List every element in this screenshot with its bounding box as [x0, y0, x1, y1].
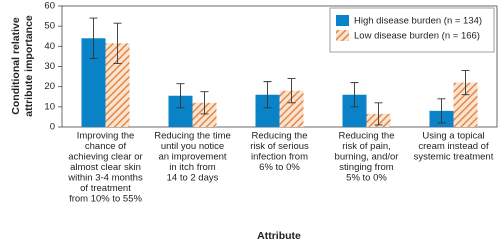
- x-tick-label: almost clear skin: [70, 162, 141, 173]
- x-tick-label: burning, and/or: [335, 152, 399, 163]
- error-bar: [287, 78, 296, 104]
- x-tick-label: of treatment: [80, 183, 131, 194]
- legend-label: Low disease burden (n = 166): [354, 31, 480, 42]
- x-tick-label: 5% to 0%: [346, 173, 387, 184]
- y-tick-label: 50: [44, 21, 55, 32]
- error-bar: [461, 70, 470, 96]
- legend-label: High disease burden (n = 134): [354, 16, 482, 27]
- y-tick-label: 40: [44, 41, 55, 52]
- x-tick-label: risk of serious: [250, 141, 309, 152]
- y-axis-title: Conditional relative: [10, 17, 22, 115]
- x-axis-title: Attribute: [257, 230, 301, 242]
- x-tick-label: risk of pain,: [342, 141, 391, 152]
- x-tick-label: Reducing the time: [154, 131, 231, 142]
- x-tick-label: Improving the: [77, 131, 135, 142]
- y-tick-label: 30: [44, 61, 55, 72]
- x-tick-label: systemic treatment: [414, 152, 494, 163]
- error-bar: [263, 81, 272, 109]
- x-tick-label: Reducing the: [339, 131, 395, 142]
- legend-swatch: [336, 30, 349, 41]
- legend-box: [329, 7, 495, 53]
- x-tick-label: achieving clear or: [68, 152, 142, 163]
- x-tick-label: Reducing the: [252, 131, 308, 142]
- x-tick-label: in itch from: [169, 162, 216, 173]
- error-bar: [176, 83, 185, 109]
- x-tick-label: 6% to 0%: [259, 162, 300, 173]
- x-tick-label: stinging from: [339, 162, 393, 173]
- x-tick-label: an improvement: [158, 152, 226, 163]
- x-tick-label: from 10% to 55%: [69, 194, 142, 205]
- y-axis-title: attribute importance: [23, 15, 35, 117]
- error-bar: [437, 98, 446, 124]
- error-bar: [200, 91, 209, 115]
- x-tick-label: until you notice: [161, 141, 224, 152]
- x-tick-label: 14 to 2 days: [167, 173, 219, 184]
- error-bar: [350, 82, 359, 108]
- legend-swatch: [336, 15, 349, 26]
- y-tick-label: 20: [44, 81, 55, 92]
- x-tick-label: within 3-4 months: [67, 173, 143, 184]
- x-tick-label: infection from: [251, 152, 308, 163]
- error-bar: [89, 17, 98, 59]
- x-tick-label: cream instead of: [418, 141, 489, 152]
- y-tick-label: 60: [44, 1, 55, 12]
- x-tick-label: Using a topical: [422, 131, 484, 142]
- y-tick-label: 10: [44, 101, 55, 112]
- x-tick-label: chance of: [85, 141, 127, 152]
- error-bar: [113, 22, 122, 64]
- y-tick-label: 0: [50, 122, 55, 133]
- error-bar: [374, 102, 383, 126]
